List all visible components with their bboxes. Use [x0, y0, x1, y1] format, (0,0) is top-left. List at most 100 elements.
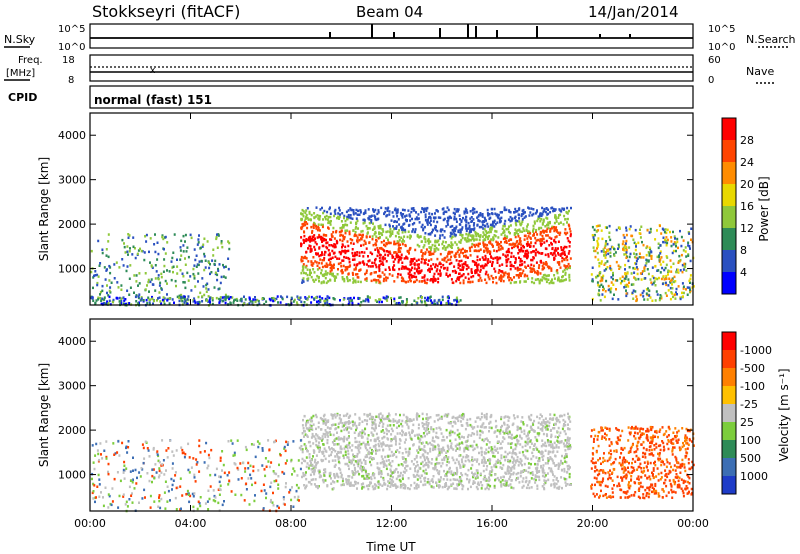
- power-echo: [506, 260, 509, 263]
- power-echo: [664, 291, 667, 295]
- power-echo: [485, 247, 488, 251]
- power-echo: [121, 238, 124, 242]
- power-echo: [311, 229, 314, 233]
- power-echo: [549, 211, 552, 214]
- power-echo: [380, 246, 383, 250]
- velocity-echo: [504, 458, 507, 462]
- power-echo: [488, 277, 491, 281]
- power-echo: [557, 222, 560, 225]
- velocity-echo: [565, 461, 568, 464]
- power-echo: [631, 291, 634, 295]
- power-echo: [369, 296, 371, 299]
- power-echo: [300, 300, 303, 304]
- y-tick-label: 4000: [58, 129, 86, 142]
- power-echo: [470, 270, 473, 273]
- power-echo: [413, 262, 416, 265]
- power-echo: [448, 243, 451, 247]
- power-echo: [639, 236, 642, 239]
- power-echo: [609, 238, 612, 242]
- velocity-echo: [428, 461, 431, 464]
- power-echo: [328, 263, 331, 266]
- power-echo: [481, 223, 484, 226]
- velocity-echo: [311, 470, 314, 474]
- velocity-echo: [308, 426, 311, 430]
- velocity-echo: [488, 459, 491, 463]
- power-echo: [409, 260, 412, 263]
- power-echo: [613, 293, 615, 296]
- power-echo: [203, 237, 206, 240]
- power-echo: [159, 281, 162, 285]
- power-echo: [689, 289, 692, 293]
- power-echo: [667, 269, 670, 272]
- power-echo: [530, 241, 532, 245]
- power-echo: [670, 265, 673, 269]
- power-echo: [398, 246, 401, 250]
- power-echo: [323, 256, 326, 260]
- power-echo: [517, 233, 520, 236]
- power-echo: [450, 237, 453, 240]
- power-echo: [688, 245, 691, 248]
- power-echo: [493, 221, 496, 224]
- power-echo: [457, 208, 460, 211]
- power-echo: [534, 230, 537, 234]
- power-echo: [472, 218, 475, 221]
- power-echo: [538, 264, 541, 267]
- power-echo: [208, 298, 211, 302]
- power-echo: [361, 229, 364, 233]
- velocity-echo: [413, 458, 416, 461]
- power-echo: [308, 295, 310, 298]
- power-echo: [331, 249, 334, 253]
- power-echo: [333, 245, 336, 249]
- velocity-echo: [533, 443, 536, 446]
- power-echo: [183, 281, 186, 284]
- power-echo: [137, 249, 140, 252]
- velocity-echo: [378, 448, 381, 452]
- power-echo: [434, 239, 437, 243]
- power-echo: [476, 216, 479, 219]
- power-echo: [507, 272, 510, 275]
- power-echo: [425, 248, 428, 251]
- power-echo: [602, 285, 604, 288]
- velocity-echo: [313, 435, 316, 438]
- power-echo: [385, 276, 387, 279]
- velocity-echo: [499, 466, 502, 469]
- power-echo: [168, 302, 171, 305]
- power-echo: [552, 281, 555, 285]
- power-echo: [662, 240, 665, 244]
- power-echo: [388, 213, 391, 216]
- power-echo: [460, 268, 463, 272]
- power-echo: [467, 277, 470, 281]
- power-echo: [489, 250, 492, 254]
- power-echo: [325, 241, 328, 245]
- power-echo: [484, 278, 487, 281]
- power-echo: [668, 277, 671, 280]
- power-echo: [454, 227, 457, 230]
- velocity-echo: [547, 440, 550, 444]
- power-echo: [367, 300, 370, 303]
- power-echo: [643, 267, 646, 270]
- power-echo: [401, 300, 404, 304]
- power-echo: [403, 208, 406, 212]
- power-echo: [148, 250, 150, 254]
- velocity-echo: [407, 426, 410, 430]
- power-echo: [457, 246, 460, 250]
- velocity-echo: [552, 473, 554, 476]
- velocity-echo: [452, 458, 455, 462]
- velocity-echo: [347, 416, 350, 419]
- velocity-echo: [366, 473, 369, 476]
- velocity-echo: [343, 483, 345, 487]
- power-echo: [479, 276, 482, 280]
- power-echo: [342, 259, 345, 262]
- velocity-echo: [518, 451, 521, 454]
- power-echo: [286, 295, 289, 299]
- power-echo: [674, 297, 677, 300]
- power-echo: [405, 267, 408, 270]
- power-echo: [401, 228, 403, 231]
- power-echo: [331, 256, 334, 259]
- power-echo: [397, 248, 400, 251]
- power-echo: [343, 235, 346, 239]
- power-echo: [328, 253, 331, 257]
- velocity-echo: [456, 478, 459, 482]
- velocity-echo: [403, 433, 406, 436]
- power-echo: [354, 233, 356, 237]
